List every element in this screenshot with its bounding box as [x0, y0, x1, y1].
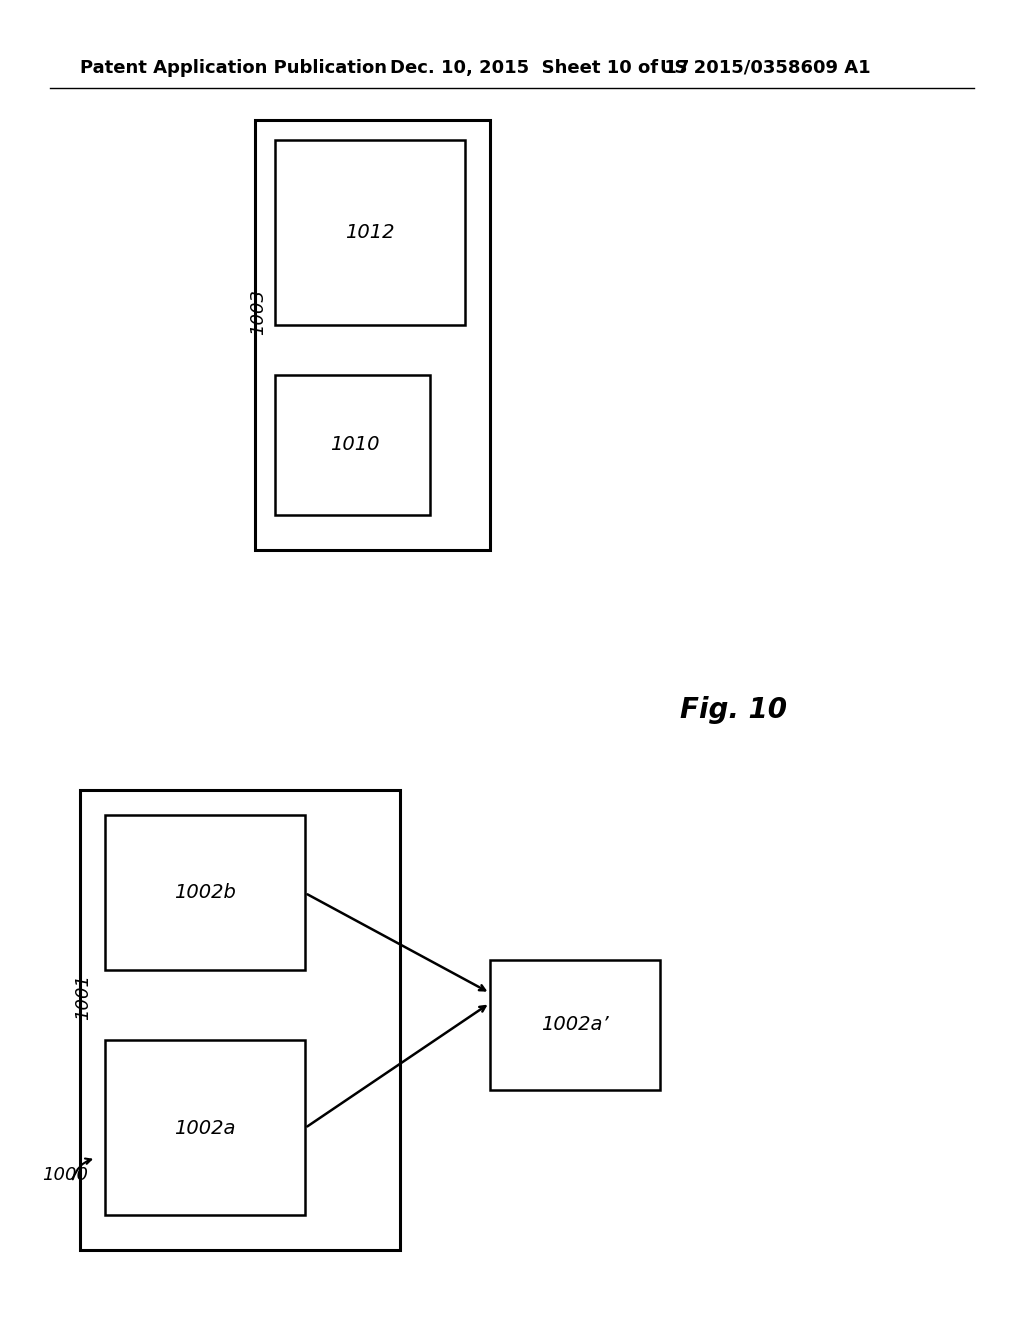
- Bar: [255, 120, 490, 550]
- Bar: [275, 375, 430, 515]
- Bar: [105, 814, 305, 970]
- Text: Patent Application Publication: Patent Application Publication: [80, 59, 387, 77]
- Bar: [105, 1040, 305, 1214]
- Text: 1000: 1000: [42, 1166, 88, 1184]
- Text: 1001: 1001: [74, 974, 92, 1020]
- Text: 1002a: 1002a: [174, 1118, 236, 1138]
- Text: Dec. 10, 2015  Sheet 10 of 17: Dec. 10, 2015 Sheet 10 of 17: [390, 59, 689, 77]
- Text: Fig. 10: Fig. 10: [680, 696, 787, 723]
- Text: 1002a’: 1002a’: [541, 1015, 609, 1035]
- Text: 1003: 1003: [249, 289, 267, 335]
- Bar: [80, 789, 400, 1250]
- Text: US 2015/0358609 A1: US 2015/0358609 A1: [660, 59, 870, 77]
- Text: 1010: 1010: [331, 436, 380, 454]
- Bar: [275, 140, 465, 325]
- Text: 1012: 1012: [345, 223, 394, 242]
- Bar: [490, 960, 660, 1090]
- Text: 1002b: 1002b: [174, 883, 236, 903]
